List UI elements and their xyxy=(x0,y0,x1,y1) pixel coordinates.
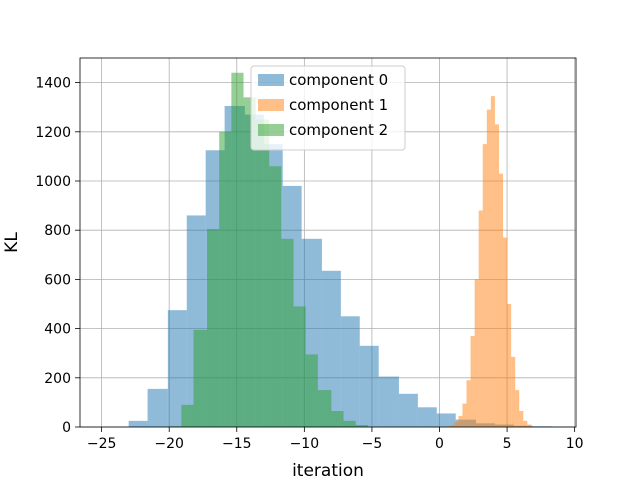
plot-frame xyxy=(79,57,577,428)
y-tick-label: 1200 xyxy=(35,125,71,141)
x-tick-label: 0 xyxy=(435,436,444,452)
histogram-bar xyxy=(450,425,455,427)
x-tick-label: −15 xyxy=(222,436,252,452)
x-tick-label: 10 xyxy=(566,436,584,452)
x-axis-label: iteration xyxy=(292,461,364,480)
histogram-bar xyxy=(466,380,471,427)
x-tick-label: 5 xyxy=(503,436,512,452)
y-tick-label: 1000 xyxy=(35,174,71,190)
histogram-bar xyxy=(305,354,318,427)
histogram-bar xyxy=(219,131,232,428)
histogram-bar xyxy=(255,119,270,427)
histogram-bar xyxy=(494,124,499,428)
y-axis-label: KL xyxy=(2,232,22,253)
histogram-bar xyxy=(527,424,532,427)
histogram-bar xyxy=(340,316,360,427)
histogram-bar xyxy=(436,413,456,427)
histogram-bar xyxy=(167,310,187,427)
histogram-bar xyxy=(523,420,528,427)
x-tick-label: −20 xyxy=(154,436,184,452)
tick-labels: −25 −20 −15 −10 −5 0 5 10 0 200 400 600 800 1000 1200 1… xyxy=(35,76,583,452)
histogram-bar xyxy=(503,237,508,427)
y-tick-label: 1400 xyxy=(35,76,71,92)
histogram-bar xyxy=(462,403,467,427)
y-tick-label: 400 xyxy=(44,322,71,338)
histogram-bar xyxy=(147,388,168,427)
x-tick-label: −25 xyxy=(87,436,117,452)
histogram-bar xyxy=(478,210,483,427)
histogram-bar xyxy=(486,109,491,427)
histogram-bars xyxy=(128,72,572,428)
axes xyxy=(79,57,577,428)
x-tick-label: −10 xyxy=(290,436,320,452)
histogram-bar xyxy=(490,96,495,427)
histogram-bar xyxy=(231,72,244,427)
histogram-bar xyxy=(243,97,256,428)
histogram-bar xyxy=(193,329,208,427)
y-tick-label: 0 xyxy=(62,420,71,436)
histogram-bar xyxy=(515,390,520,427)
histogram-bar xyxy=(507,304,512,427)
legend-swatch xyxy=(258,99,284,111)
legend-label: component 0 xyxy=(289,71,388,89)
histogram-bar xyxy=(331,411,344,427)
legend-swatch xyxy=(258,74,284,86)
series-1-bars xyxy=(446,96,532,428)
histogram-bar xyxy=(293,306,306,427)
histogram-bar xyxy=(454,422,459,427)
histogram-bar xyxy=(470,335,475,427)
histogram-bar xyxy=(281,238,294,427)
histogram-bar xyxy=(378,376,399,427)
histogram-bar xyxy=(343,420,356,427)
histogram-bar xyxy=(511,356,516,427)
series-2-bars xyxy=(169,72,368,428)
histogram-bar xyxy=(417,407,437,427)
histogram-bar xyxy=(482,144,487,427)
histogram-bar xyxy=(355,425,368,427)
histogram-bar xyxy=(359,345,379,427)
x-tick-label: −5 xyxy=(362,436,383,452)
legend-swatch xyxy=(258,124,284,136)
histogram-bar xyxy=(498,173,504,427)
y-tick-label: 600 xyxy=(44,272,71,288)
legend-label: component 1 xyxy=(289,96,388,114)
histogram-bar xyxy=(317,390,332,427)
legend-label: component 2 xyxy=(289,121,388,139)
histogram-bar xyxy=(207,228,220,427)
histogram-bar xyxy=(474,279,479,427)
histogram-bar xyxy=(321,270,341,427)
legend-box xyxy=(250,65,406,151)
legend: component 0 component 1 component 2 xyxy=(250,65,406,151)
y-tick-label: 800 xyxy=(44,223,71,239)
histogram-bar xyxy=(128,420,148,427)
histogram-bar xyxy=(181,404,194,427)
histogram-bar xyxy=(519,411,524,427)
y-tick-label: 200 xyxy=(44,371,71,387)
histogram-bar xyxy=(458,415,463,427)
histogram-bar xyxy=(398,393,418,427)
histogram-bar xyxy=(269,166,282,428)
